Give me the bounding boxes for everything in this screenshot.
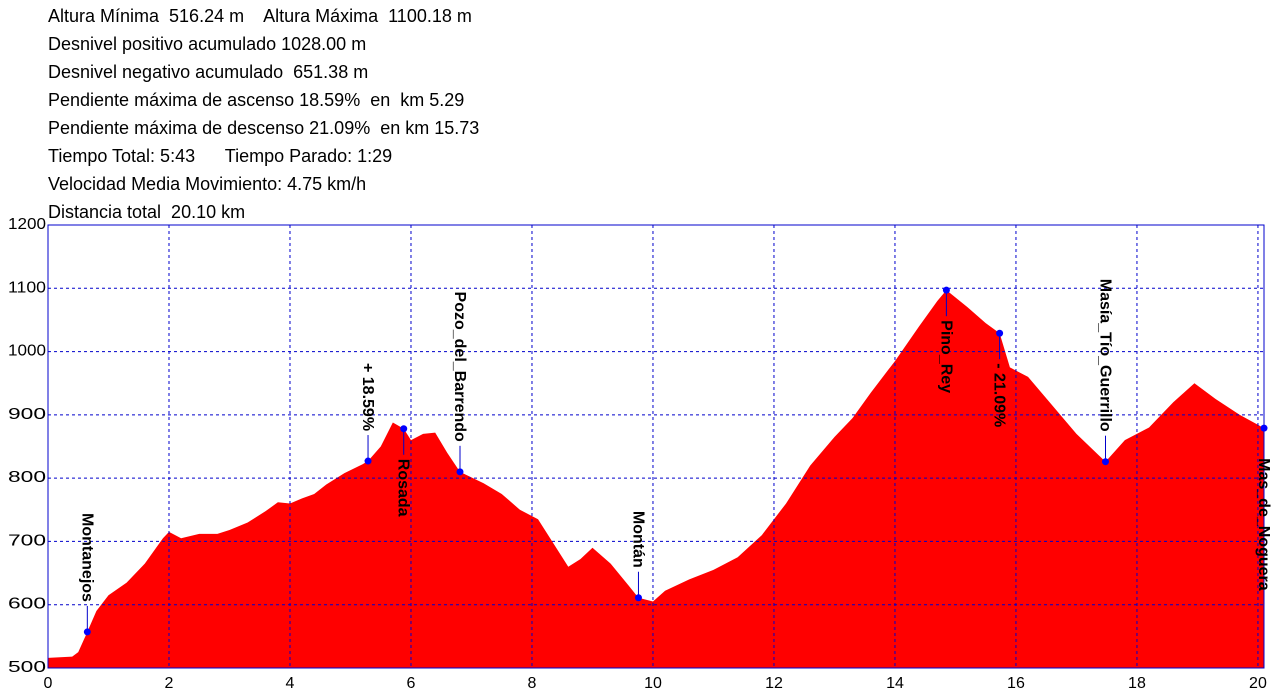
y-tick-label: 800 (8, 469, 46, 486)
stat-line: Pendiente máxima de ascenso 18.59% en km… (48, 90, 464, 110)
stat-line: Desnivel negativo acumulado 651.38 m (48, 62, 368, 82)
waypoint-label: Rosada (395, 459, 412, 517)
elevation-area (48, 290, 1264, 668)
y-tick-label: 1000 (8, 343, 46, 360)
y-tick-label: 600 (8, 596, 46, 613)
x-tick-label: 2 (165, 675, 174, 692)
x-tick-label: 10 (644, 675, 662, 692)
waypoint-marker (364, 457, 372, 465)
x-tick-label: 14 (886, 675, 904, 692)
waypoint-label: Mas_de_Noguera (1255, 458, 1272, 591)
x-tick-label: 6 (407, 675, 416, 692)
x-tick-label: 18 (1128, 675, 1146, 692)
waypoint-marker (942, 286, 950, 294)
waypoint-label: - 21.09% (991, 363, 1008, 427)
y-tick-label: 1200 (8, 216, 46, 233)
x-tick-label: 4 (286, 675, 295, 692)
waypoint-label: Masía_Tío_Guerrillo (1096, 279, 1113, 432)
x-tick-label: 12 (765, 675, 783, 692)
waypoint-label: Montán (629, 511, 646, 568)
waypoint-marker (456, 468, 464, 476)
y-tick-label: 900 (8, 406, 46, 423)
waypoint-marker (996, 329, 1004, 337)
x-tick-label: 0 (44, 675, 53, 692)
waypoint-label: Pino_Rey (937, 320, 954, 393)
waypoint-marker (1101, 458, 1109, 466)
x-tick-label: 8 (528, 675, 537, 692)
y-tick-label: 500 (8, 659, 46, 676)
stat-line: Velocidad Media Movimiento: 4.75 km/h (48, 174, 366, 194)
stat-line: Altura Mínima 516.24 m Altura Máxima 110… (48, 6, 472, 26)
stat-line: Desnivel positivo acumulado 1028.00 m (48, 34, 366, 54)
stat-line: Tiempo Total: 5:43 Tiempo Parado: 1:29 (48, 146, 392, 166)
waypoint-label: + 18.59% (359, 363, 376, 431)
y-tick-label: 1100 (8, 279, 46, 296)
waypoint-label: Montanejos (78, 513, 95, 602)
x-tick-label: 16 (1007, 675, 1025, 692)
waypoint-marker (1260, 424, 1268, 432)
waypoint-marker (634, 594, 642, 602)
x-tick-label: 20 (1249, 675, 1267, 692)
waypoint-marker (400, 425, 408, 433)
waypoint-label: Pozo_del_Barrendo (451, 292, 468, 442)
y-tick-label: 700 (8, 532, 46, 549)
stat-line: Pendiente máxima de descenso 21.09% en k… (48, 118, 479, 138)
waypoint-marker (83, 628, 91, 636)
stat-line: Distancia total 20.10 km (48, 202, 245, 222)
